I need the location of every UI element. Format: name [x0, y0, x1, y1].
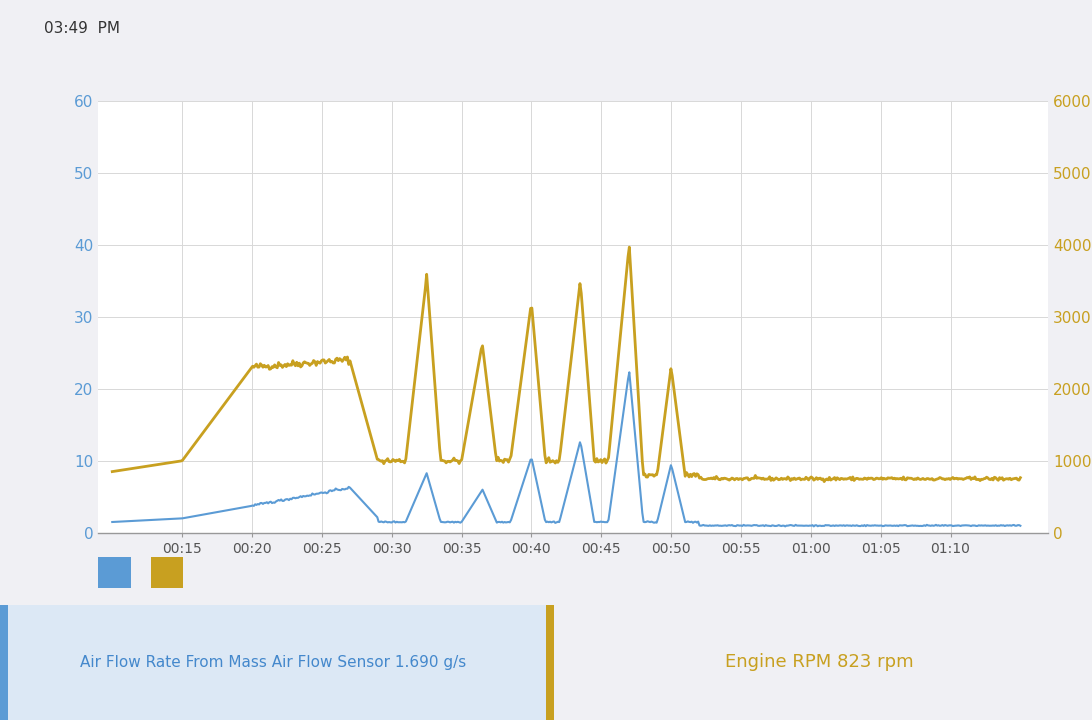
Text: Engine RPM 823 rpm: Engine RPM 823 rpm: [725, 654, 913, 671]
Text: 03:49  PM: 03:49 PM: [44, 22, 120, 36]
Text: Air Flow Rate From Mass Air Flow Sensor 1.690 g/s: Air Flow Rate From Mass Air Flow Sensor …: [80, 655, 466, 670]
FancyBboxPatch shape: [546, 605, 554, 720]
FancyBboxPatch shape: [151, 557, 183, 588]
FancyBboxPatch shape: [98, 557, 131, 588]
FancyBboxPatch shape: [0, 605, 8, 720]
FancyBboxPatch shape: [0, 605, 546, 720]
